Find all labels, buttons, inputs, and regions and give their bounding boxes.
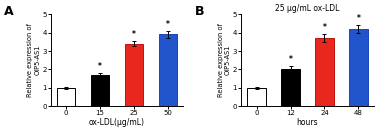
Text: *: * (98, 62, 102, 71)
Bar (349, 29, 368, 106)
Y-axis label: Relative expression of
OIP5-AS1: Relative expression of OIP5-AS1 (27, 23, 41, 97)
Y-axis label: Relative expression of
OIP5-AS1: Relative expression of OIP5-AS1 (218, 23, 231, 97)
Bar (91, 75, 110, 106)
Bar (57, 88, 76, 106)
Text: A: A (4, 5, 14, 18)
Title: 25 μg/mL ox-LDL: 25 μg/mL ox-LDL (275, 4, 340, 13)
X-axis label: ox-LDL(μg/mL): ox-LDL(μg/mL) (89, 118, 145, 127)
Text: *: * (322, 23, 327, 32)
Bar (315, 38, 334, 106)
Bar (125, 44, 143, 106)
X-axis label: hours: hours (297, 118, 318, 127)
Bar (281, 69, 300, 106)
Text: *: * (356, 14, 360, 23)
Bar (159, 34, 177, 106)
Bar (247, 88, 266, 106)
Text: *: * (166, 20, 170, 29)
Text: *: * (288, 55, 293, 64)
Text: B: B (195, 5, 204, 18)
Text: *: * (132, 30, 136, 39)
